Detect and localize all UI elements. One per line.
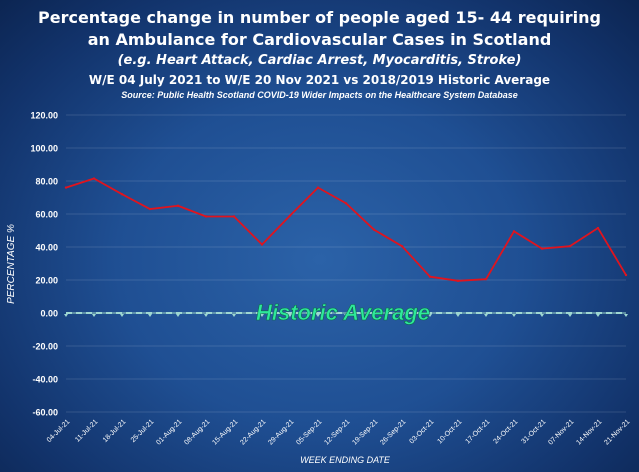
x-tick-label: 04-Jul-21 xyxy=(46,418,72,444)
data-point xyxy=(400,244,404,248)
chart-period: W/E 04 July 2021 to W/E 20 Nov 2021 vs 2… xyxy=(88,73,551,87)
data-point xyxy=(288,214,292,217)
x-tick-label: 21-Nov-21 xyxy=(603,418,631,446)
historic-marker xyxy=(232,314,236,317)
data-point xyxy=(120,193,124,196)
data-point xyxy=(456,279,460,283)
historic-marker xyxy=(176,314,180,317)
x-tick-label: 18-Jul-21 xyxy=(102,418,128,444)
x-tick-label: 25-Jul-21 xyxy=(130,418,156,444)
x-tick-label: 26-Sep-21 xyxy=(379,418,407,446)
y-tick-label: 120.00 xyxy=(30,111,58,121)
y-tick-label: -20.00 xyxy=(32,342,58,352)
x-tick-label: 10-Oct-21 xyxy=(436,418,463,445)
x-tick-label: 19-Sep-21 xyxy=(351,418,379,446)
x-tick-label: 22-Aug-21 xyxy=(239,418,267,446)
data-point xyxy=(64,186,68,189)
x-axis-label: WEEK ENDING DATE xyxy=(300,455,391,465)
x-tick-label: 07-Nov-21 xyxy=(547,418,575,446)
data-point xyxy=(204,215,208,218)
x-tick-label: 24-Oct-21 xyxy=(492,418,519,445)
y-tick-label: 0.00 xyxy=(40,309,58,319)
y-tick-label: -40.00 xyxy=(32,375,58,385)
x-tick-label: 05-Sep-21 xyxy=(295,418,323,446)
data-point xyxy=(92,177,96,180)
data-point xyxy=(512,230,516,233)
historic-marker xyxy=(288,314,292,317)
chart-title-line1: Percentage change in number of people ag… xyxy=(37,8,602,27)
historic-marker xyxy=(540,314,544,317)
historic-average-annotation: Historic Average xyxy=(256,300,430,325)
x-tick-label: 29-Aug-21 xyxy=(267,418,295,446)
y-axis-label: PERCENTAGE % xyxy=(6,224,17,304)
historic-marker xyxy=(344,314,348,317)
x-tick-label: 31-Oct-21 xyxy=(520,418,547,445)
chart-title-line2: an Ambulance for Cardiovascular Cases in… xyxy=(87,30,552,49)
x-tick-label: 01-Aug-21 xyxy=(155,418,183,446)
x-tick-label: 14-Nov-21 xyxy=(575,418,603,446)
y-tick-label: 40.00 xyxy=(35,243,58,253)
x-tick-label: 08-Aug-21 xyxy=(183,418,211,446)
x-tick-label: 12-Sep-21 xyxy=(323,418,351,446)
data-point xyxy=(316,186,320,189)
historic-marker xyxy=(204,314,208,317)
x-tick-label: 11-Jul-21 xyxy=(74,418,99,443)
data-point xyxy=(148,207,152,211)
historic-marker xyxy=(596,314,600,317)
data-point xyxy=(372,228,376,231)
historic-marker xyxy=(400,314,404,317)
historic-marker xyxy=(316,314,320,317)
historic-marker xyxy=(260,314,264,317)
y-tick-label: 100.00 xyxy=(30,144,58,154)
data-point xyxy=(484,277,488,281)
data-point xyxy=(624,273,628,277)
y-tick-label: -60.00 xyxy=(32,408,58,418)
historic-marker xyxy=(456,314,460,317)
historic-marker xyxy=(372,314,376,317)
y-tick-label: 80.00 xyxy=(35,177,58,187)
data-point xyxy=(568,244,572,248)
data-point xyxy=(176,204,180,207)
historic-marker xyxy=(428,314,432,317)
data-point xyxy=(344,202,348,205)
data-point xyxy=(428,275,432,278)
historic-marker xyxy=(64,314,68,317)
percentage-change-line xyxy=(65,177,627,282)
chart-subtitle: (e.g. Heart Attack, Cardiac Arrest, Myoc… xyxy=(117,53,522,68)
x-tick-label: 03-Oct-21 xyxy=(408,418,435,445)
y-tick-label: 60.00 xyxy=(35,210,58,220)
data-point xyxy=(540,247,544,250)
data-point xyxy=(596,226,600,230)
historic-marker xyxy=(624,314,628,317)
x-tick-label: 17-Oct-21 xyxy=(464,418,491,445)
data-point xyxy=(260,243,264,246)
historic-marker xyxy=(484,314,488,317)
historic-marker xyxy=(92,314,96,317)
historic-marker xyxy=(568,314,572,317)
x-tick-label: 15-Aug-21 xyxy=(211,418,239,446)
data-point xyxy=(232,215,236,218)
historic-marker xyxy=(120,314,124,317)
historic-marker xyxy=(148,314,152,317)
historic-marker xyxy=(512,314,516,317)
y-tick-label: 20.00 xyxy=(35,276,58,286)
chart-source: Source: Public Health Scotland COVID-19 … xyxy=(121,90,518,100)
